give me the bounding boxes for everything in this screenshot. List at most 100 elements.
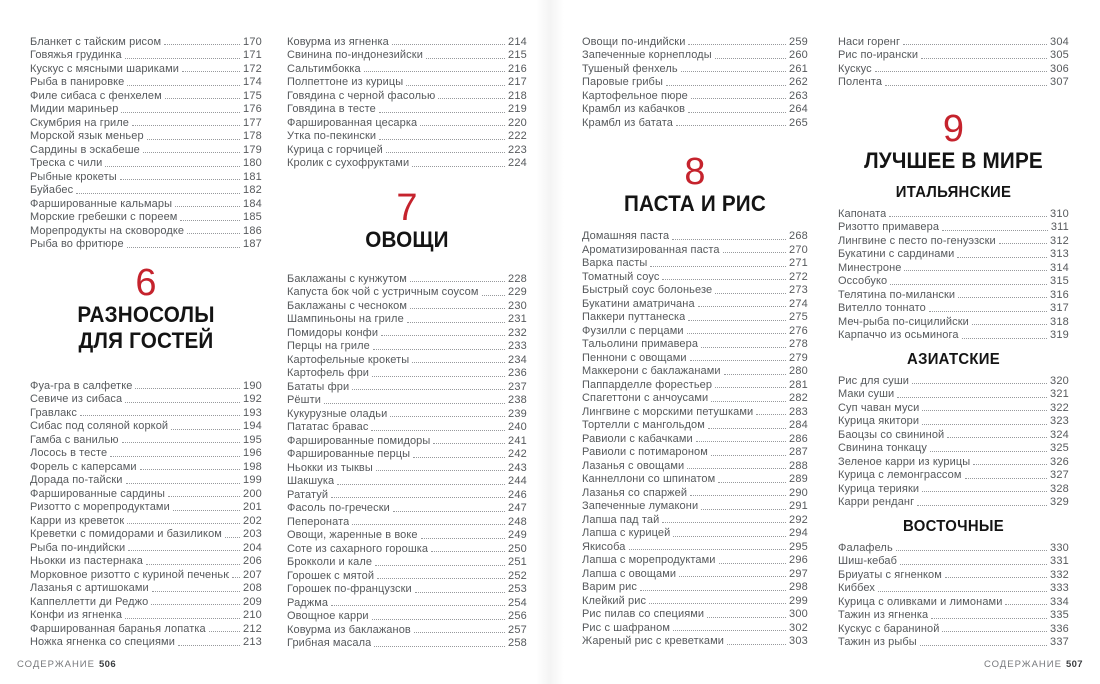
page-number: 199 bbox=[243, 474, 262, 486]
page-number: 333 bbox=[1050, 582, 1069, 594]
dot-leader bbox=[406, 321, 506, 323]
toc-entry: Морковное ризотто с куриной печенью 207 bbox=[30, 567, 262, 581]
page-number: 218 bbox=[508, 89, 527, 102]
page-number: 307 bbox=[1050, 76, 1069, 88]
toc-entry: Букатини с сардинами 313 bbox=[838, 247, 1069, 260]
recipe-title: Помидоры конфи bbox=[287, 326, 379, 339]
recipe-title: Баоцзы со свининой bbox=[838, 428, 945, 441]
page-number: 334 bbox=[1050, 595, 1069, 608]
recipe-title: Сардины в эскабеше bbox=[30, 143, 140, 156]
toc-entry: Тальолини примавера 278 bbox=[582, 337, 808, 350]
recipe-title: Горошек с мятой bbox=[287, 569, 375, 582]
recipe-title: Свинина по-индонезийски bbox=[287, 49, 423, 61]
toc-entry: Лингвине с песто по-генуэзски 312 bbox=[838, 233, 1069, 247]
toc-entry: Тажин из рыбы 337 bbox=[838, 635, 1069, 648]
dot-leader bbox=[385, 152, 506, 153]
recipe-title: Курица терияки bbox=[838, 482, 920, 495]
page-number: 332 bbox=[1050, 568, 1069, 581]
page-number: 284 bbox=[789, 419, 808, 431]
dot-leader bbox=[921, 57, 1048, 59]
recipe-title: Креветки с помидорами и базиликом bbox=[30, 528, 222, 540]
page-number: 281 bbox=[789, 378, 808, 391]
recipe-title: Карри ренданг bbox=[838, 496, 915, 508]
page-number: 324 bbox=[1050, 428, 1069, 441]
recipe-title: Курица якитори bbox=[838, 415, 920, 427]
page-number: 182 bbox=[243, 184, 262, 196]
recipe-title: Лазанья с овощами bbox=[582, 459, 685, 472]
page-number: 244 bbox=[508, 475, 527, 487]
page-number: 287 bbox=[789, 446, 808, 458]
dot-leader bbox=[922, 491, 1048, 492]
toc-entry: Конфи из ягненка 210 bbox=[30, 608, 262, 621]
toc-entry: Шакшука 244 bbox=[287, 474, 527, 487]
page-number: 210 bbox=[243, 609, 262, 621]
recipe-title: Гравлакс bbox=[30, 406, 77, 419]
page-number: 213 bbox=[243, 636, 262, 648]
dot-leader bbox=[897, 396, 1048, 398]
page-number: 286 bbox=[789, 432, 808, 445]
recipe-title: Гамба с ванилью bbox=[30, 433, 119, 446]
recipe-title: Говяжья грудинка bbox=[30, 49, 122, 61]
toc-entry: Овощное карри 256 bbox=[287, 609, 527, 622]
page-number: 268 bbox=[789, 230, 808, 242]
page-number: 261 bbox=[789, 62, 808, 75]
recipe-title: Морепродукты на сковородке bbox=[30, 224, 185, 237]
toc-entry: Томатный соус 272 bbox=[582, 269, 808, 283]
page-number: 185 bbox=[243, 211, 262, 223]
subsection-title: ВОСТОЧНЫЕ bbox=[903, 518, 1004, 535]
dot-leader bbox=[79, 415, 241, 416]
dot-leader bbox=[145, 563, 241, 565]
toc-entry: Жареный рис с креветками 303 bbox=[582, 634, 808, 647]
page-number: 325 bbox=[1050, 442, 1069, 454]
dot-leader bbox=[187, 233, 241, 234]
toc-entry: Букатини аматричана 274 bbox=[582, 296, 808, 310]
page-number: 320 bbox=[1050, 374, 1069, 387]
recipe-title: Овощи, жаренные в воке bbox=[287, 529, 418, 541]
footer-left-label: СОДЕРЖАНИЕ bbox=[17, 659, 95, 670]
recipe-title: Бататы фри bbox=[287, 380, 350, 393]
toc-entry: Запеченные лумакони 291 bbox=[582, 499, 808, 512]
toc-entry: Быстрый соус болоньезе 273 bbox=[582, 283, 808, 296]
dot-leader bbox=[375, 470, 506, 471]
recipe-title: Ризотто примавера bbox=[838, 221, 940, 233]
toc-entry: Говядина с черной фасолью 218 bbox=[287, 88, 527, 102]
recipe-title: Паровые грибы bbox=[582, 76, 663, 88]
page-number: 294 bbox=[789, 527, 808, 539]
recipe-title: Равиоли с кабачками bbox=[582, 432, 693, 445]
dot-leader bbox=[142, 152, 241, 153]
dot-leader bbox=[679, 576, 787, 577]
toc-entry: Сардины в эскабеше 179 bbox=[30, 142, 262, 156]
recipe-title: Шакшука bbox=[287, 475, 335, 487]
recipe-title: Рататуй bbox=[287, 488, 329, 501]
page-number: 231 bbox=[508, 313, 527, 325]
dot-leader bbox=[722, 252, 787, 253]
recipe-title: Каппеллетти ди Реджо bbox=[30, 595, 149, 608]
footer-right-page-number: 507 bbox=[1065, 659, 1083, 670]
page-number: 176 bbox=[243, 103, 262, 115]
recipe-title: Курица с горчицей bbox=[287, 143, 383, 156]
toc-entry: Лапша с морепродуктами 296 bbox=[582, 553, 808, 566]
recipe-title: Кускус с мясными шариками bbox=[30, 62, 180, 75]
recipe-title: Фаршированные сардины bbox=[30, 487, 165, 500]
page-number: 278 bbox=[789, 338, 808, 350]
toc-entry: Пепероната 248 bbox=[287, 514, 527, 528]
dot-leader bbox=[391, 44, 506, 45]
toc-entry: Ньокки из тыквы 243 bbox=[287, 460, 527, 474]
dot-leader bbox=[944, 577, 1048, 578]
toc-entry: Рис пилав со специями 300 bbox=[582, 607, 808, 620]
dot-leader bbox=[688, 111, 787, 113]
toc-entry: Фаршированные перцы 242 bbox=[287, 447, 527, 460]
recipe-title: Тушеный фенхель bbox=[582, 62, 678, 75]
dot-leader bbox=[413, 456, 506, 458]
recipe-title: Рис по-ирански bbox=[838, 49, 919, 61]
dot-leader bbox=[718, 562, 787, 564]
recipe-title: Минестроне bbox=[838, 261, 902, 274]
recipe-title: Сальтимбокка bbox=[287, 62, 361, 75]
toc-entry: Гравлакс 193 bbox=[30, 405, 262, 419]
toc-entry: Капоната 310 bbox=[838, 206, 1069, 220]
page-number: 290 bbox=[789, 486, 808, 499]
recipe-title: Фуа-гра в салфетке bbox=[30, 379, 133, 392]
toc-column-3: Овощи по-индийски 259 Запеченные корнеплод… bbox=[582, 34, 808, 648]
toc-entry: Севиче из сибаса 192 bbox=[30, 392, 262, 405]
dot-leader bbox=[942, 631, 1048, 632]
